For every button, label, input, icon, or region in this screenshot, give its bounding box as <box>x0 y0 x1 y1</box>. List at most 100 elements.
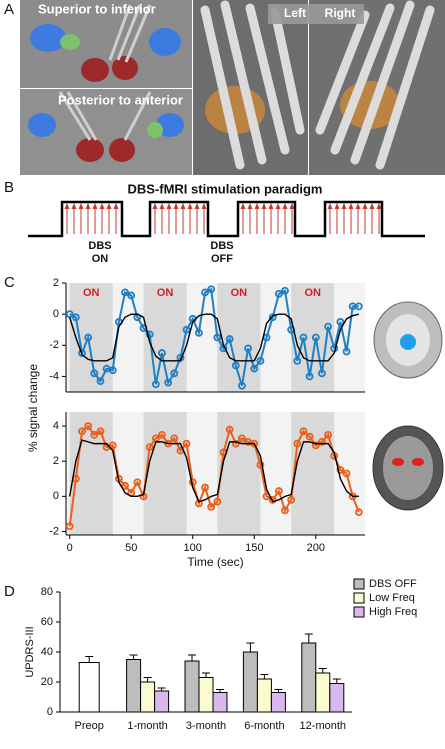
fit-line <box>69 313 360 362</box>
arrow-head <box>113 203 119 209</box>
bar <box>78 662 100 713</box>
data-point <box>299 333 308 342</box>
data-point <box>84 422 93 430</box>
a-top-label: Superior to inferior <box>38 1 156 16</box>
x-tick-label: 200 <box>307 542 325 554</box>
y-tick-label: -2 <box>49 525 59 537</box>
error-bar <box>260 674 269 679</box>
b-off: OFF <box>211 253 233 265</box>
arrow-head <box>152 203 158 209</box>
legend-swatch <box>353 592 365 604</box>
bar <box>140 681 156 713</box>
data-point <box>231 439 240 448</box>
data-point <box>318 369 326 378</box>
on-label: ON <box>231 287 248 299</box>
data-point <box>256 356 265 365</box>
data-point <box>225 335 234 343</box>
panel-label: C <box>4 274 15 291</box>
data-point <box>121 481 129 490</box>
data-point <box>342 347 351 356</box>
data-point <box>281 506 289 515</box>
panel-label: D <box>4 583 15 600</box>
data-point <box>164 378 173 387</box>
arrow-head <box>106 203 112 209</box>
data-point <box>201 483 209 492</box>
data-point <box>158 349 166 357</box>
arrow-head <box>240 203 246 209</box>
arrow-head <box>64 203 70 209</box>
arrow-head <box>348 203 354 209</box>
b-title: DBS-fMRI stimulation paradigm <box>127 181 322 196</box>
data-point <box>201 288 209 297</box>
panel-a-images <box>20 0 445 175</box>
data-point <box>65 522 74 531</box>
data-point <box>71 313 80 322</box>
arrow-head <box>201 203 207 209</box>
x-tick-label: 3-month <box>186 720 226 732</box>
x-axis-label: Time (sec) <box>187 555 243 569</box>
data-point <box>238 381 246 390</box>
bar <box>256 678 272 713</box>
data-point <box>108 366 117 375</box>
legend-label: DBS OFF <box>369 578 417 590</box>
error-bar <box>216 689 224 693</box>
data-point <box>225 425 234 434</box>
y-tick-label: 40 <box>41 646 53 658</box>
arrow-head <box>282 203 288 209</box>
data-point <box>127 291 136 300</box>
bar <box>301 642 317 713</box>
data-point <box>293 356 302 365</box>
data-point <box>231 361 240 370</box>
y-tick-label: 4 <box>53 420 59 432</box>
data-point <box>342 469 351 478</box>
error-bar <box>332 678 341 684</box>
arrow-head <box>99 203 105 209</box>
error-bar <box>143 677 152 682</box>
bar <box>126 659 142 713</box>
arrow-head <box>85 203 91 209</box>
arrow-head <box>92 203 98 209</box>
arrow-head <box>362 203 368 209</box>
on-block <box>143 412 187 535</box>
on-label: ON <box>304 287 321 299</box>
a-bottom-label: Posterior to anterior <box>58 92 183 107</box>
error-bar <box>274 689 283 693</box>
data-point <box>268 495 277 504</box>
a-right: Right <box>325 6 356 20</box>
arrow-head <box>341 203 347 209</box>
arrow-head <box>268 203 274 209</box>
data-point <box>158 430 166 439</box>
data-point <box>311 333 320 342</box>
error-bar <box>188 654 196 661</box>
bar <box>154 690 170 713</box>
error-bar <box>246 642 255 652</box>
bar <box>242 651 258 713</box>
data-point <box>311 441 320 450</box>
data-point <box>318 437 326 446</box>
bar <box>212 692 228 713</box>
data-point <box>299 427 308 436</box>
on-block <box>291 412 335 535</box>
b-off: DBS <box>210 240 233 252</box>
data-point <box>287 495 296 504</box>
data-point <box>108 441 117 450</box>
arrow-head <box>187 203 193 209</box>
data-point <box>65 310 74 319</box>
bar <box>184 660 200 713</box>
arrow-head <box>355 203 361 209</box>
data-point <box>250 364 259 373</box>
fit-line <box>69 439 359 503</box>
data-point <box>170 369 179 378</box>
arrow-head <box>261 203 267 209</box>
on-label: ON <box>157 287 174 299</box>
a-left: Left <box>284 6 306 20</box>
arrow-head <box>376 203 382 209</box>
error-bar <box>129 654 138 660</box>
y-tick-label: 2 <box>53 455 59 467</box>
data-point <box>354 508 363 517</box>
error-bar <box>202 672 210 678</box>
y-tick-label: 0 <box>53 308 59 320</box>
data-point <box>194 328 203 337</box>
bar <box>270 692 286 713</box>
x-tick-label: 0 <box>67 542 73 554</box>
